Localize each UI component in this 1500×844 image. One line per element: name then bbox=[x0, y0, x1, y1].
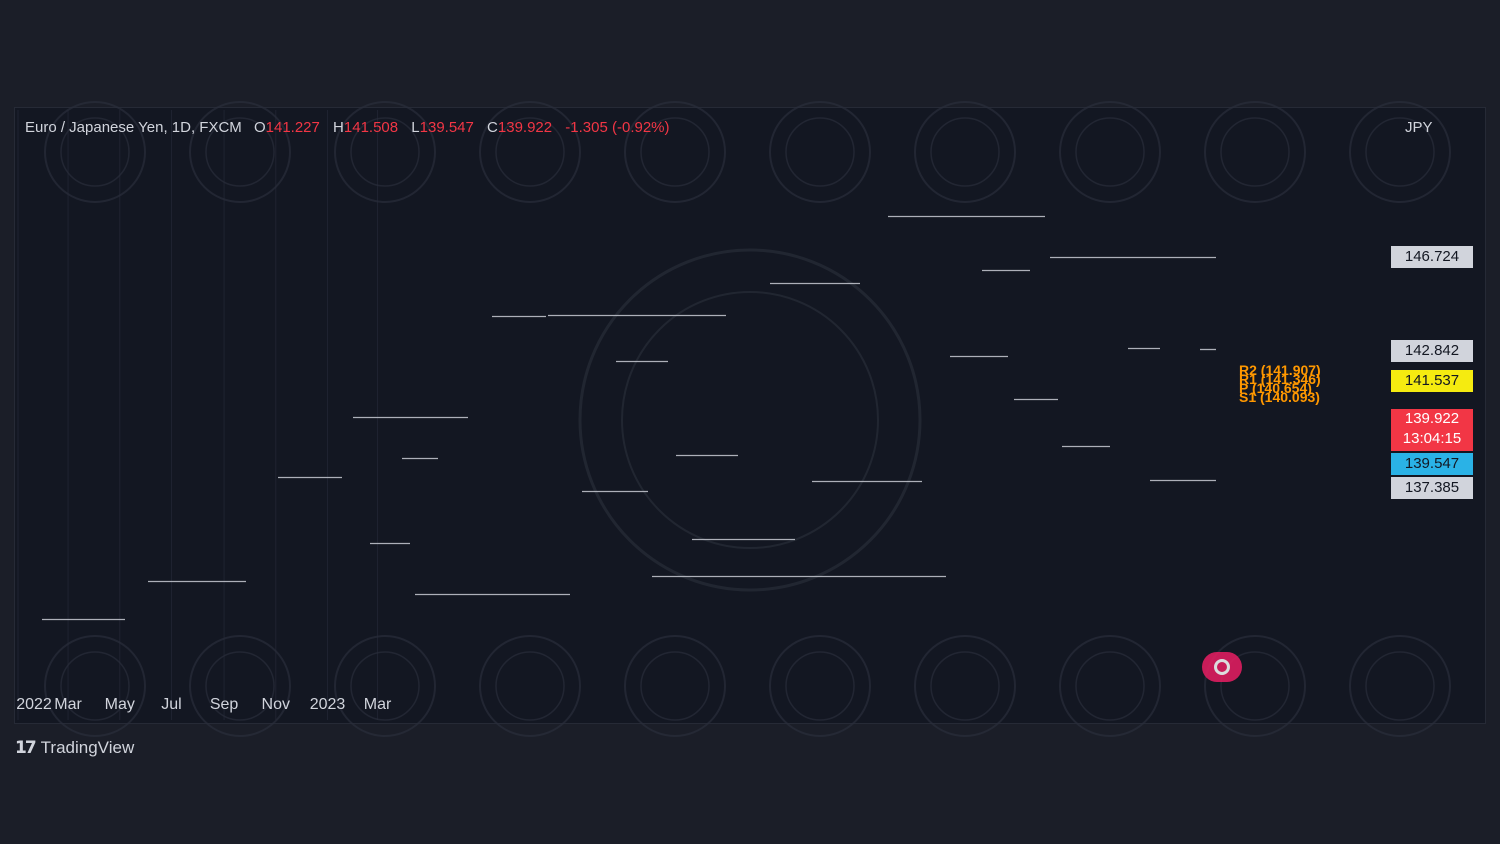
watermark-seal-ring bbox=[205, 117, 275, 187]
watermark-seal bbox=[479, 101, 581, 203]
last-price-value: 139.922 bbox=[1404, 410, 1460, 427]
watermark-seal-ring bbox=[1075, 651, 1145, 721]
pivot-r1: R1 (141.346) bbox=[1239, 371, 1321, 387]
watermark-seal-ring bbox=[495, 117, 565, 187]
watermark-center-ring bbox=[621, 291, 879, 549]
chart-panel[interactable] bbox=[14, 107, 1486, 724]
watermark-seal-ring bbox=[930, 117, 1000, 187]
watermark-seal bbox=[1204, 101, 1306, 203]
high-value: 141.508 bbox=[343, 119, 399, 136]
currency-label: JPY bbox=[1405, 119, 1433, 136]
low-price-badge: 139.547 bbox=[1391, 453, 1473, 475]
tv-mark-icon: 𝟭𝟳 bbox=[15, 738, 37, 757]
watermark-seal bbox=[189, 101, 291, 203]
watermark-center-seal bbox=[578, 248, 922, 592]
watermark-seal bbox=[44, 101, 146, 203]
record-icon[interactable] bbox=[1202, 652, 1242, 682]
watermark-seal bbox=[914, 635, 1016, 737]
open-label: O bbox=[253, 119, 266, 136]
watermark-seal-ring bbox=[1220, 651, 1290, 721]
bar-countdown: 13:04:15 bbox=[1402, 430, 1462, 447]
watermark-seal bbox=[1059, 635, 1161, 737]
brand-name: TradingView bbox=[40, 738, 135, 757]
watermark-seal-ring bbox=[350, 117, 420, 187]
support-resistance-lines bbox=[42, 215, 1216, 621]
grid-lines bbox=[17, 110, 379, 720]
time-tick-label: Jul bbox=[161, 696, 182, 713]
watermark-seal-ring bbox=[350, 651, 420, 721]
watermark-seal-ring bbox=[60, 117, 130, 187]
pivot-p: P (140.654) bbox=[1239, 380, 1312, 396]
time-tick-label: 2023 bbox=[309, 696, 346, 713]
watermark-seal-ring bbox=[1365, 117, 1435, 187]
watermark-seal bbox=[624, 101, 726, 203]
watermark-seal bbox=[769, 101, 871, 203]
watermark-seals bbox=[44, 101, 1451, 737]
low-value: 139.547 bbox=[419, 119, 474, 136]
watermark-seal-ring bbox=[60, 651, 130, 721]
change-value: -1.305 (-0.92%) bbox=[565, 119, 670, 136]
watermark-seal-ring bbox=[785, 651, 855, 721]
watermark-seal-ring bbox=[1365, 651, 1435, 721]
watermark-seal bbox=[914, 101, 1016, 203]
watermark-seal-ring bbox=[930, 651, 1000, 721]
tradingview-logo[interactable]: 𝟭𝟳 TradingView bbox=[15, 738, 134, 758]
pivot-labels: R2 (141.907) R1 (141.346) P (140.654) S1… bbox=[1239, 362, 1321, 405]
last-price-badge: 139.922 13:04:15 bbox=[1391, 409, 1473, 451]
watermark-seal bbox=[479, 635, 581, 737]
low-label: L bbox=[411, 119, 420, 136]
time-tick-label: May bbox=[104, 696, 135, 713]
watermark-seal bbox=[334, 101, 436, 203]
close-value: 139.922 bbox=[497, 119, 553, 136]
watermark-seal-ring bbox=[785, 117, 855, 187]
watermark-seal bbox=[624, 635, 726, 737]
watermark-seal bbox=[769, 635, 871, 737]
time-tick-label: Sep bbox=[209, 696, 239, 713]
ma-price-badge: 141.537 bbox=[1391, 370, 1473, 392]
pivot-s1: S1 (140.093) bbox=[1239, 389, 1320, 405]
symbol-label: Euro / Japanese Yen, 1D, FXCM bbox=[25, 119, 242, 136]
watermark-seal bbox=[1204, 635, 1306, 737]
chart-legend: Euro / Japanese Yen, 1D, FXCM O141.227 H… bbox=[25, 119, 679, 136]
watermark-seal-ring bbox=[1075, 117, 1145, 187]
pivot-r2: R2 (141.907) bbox=[1239, 362, 1321, 378]
watermark-seal bbox=[44, 635, 146, 737]
watermark-seal bbox=[189, 635, 291, 737]
watermark-seal-ring bbox=[495, 651, 565, 721]
time-tick-label: Mar bbox=[54, 696, 82, 713]
watermark-seal-ring bbox=[205, 651, 275, 721]
time-tick-label: 2022 bbox=[16, 696, 52, 713]
watermark-seal-ring bbox=[640, 117, 710, 187]
close-label: C bbox=[487, 119, 498, 136]
time-tick-label: Mar bbox=[363, 696, 392, 713]
high-label: H bbox=[333, 119, 344, 136]
resistance-price-badge: 146.724 bbox=[1391, 246, 1473, 268]
watermark-seal-ring bbox=[1220, 117, 1290, 187]
time-tick-label: Nov bbox=[261, 696, 291, 713]
support-price-badge: 137.385 bbox=[1391, 477, 1473, 499]
watermark-seal bbox=[1349, 635, 1451, 737]
watermark-seal bbox=[334, 635, 436, 737]
level-price-badge: 142.842 bbox=[1391, 340, 1473, 362]
watermark-seal-ring bbox=[640, 651, 710, 721]
open-value: 141.227 bbox=[265, 119, 320, 136]
watermark-seal bbox=[1349, 101, 1451, 203]
watermark-seal bbox=[1059, 101, 1161, 203]
